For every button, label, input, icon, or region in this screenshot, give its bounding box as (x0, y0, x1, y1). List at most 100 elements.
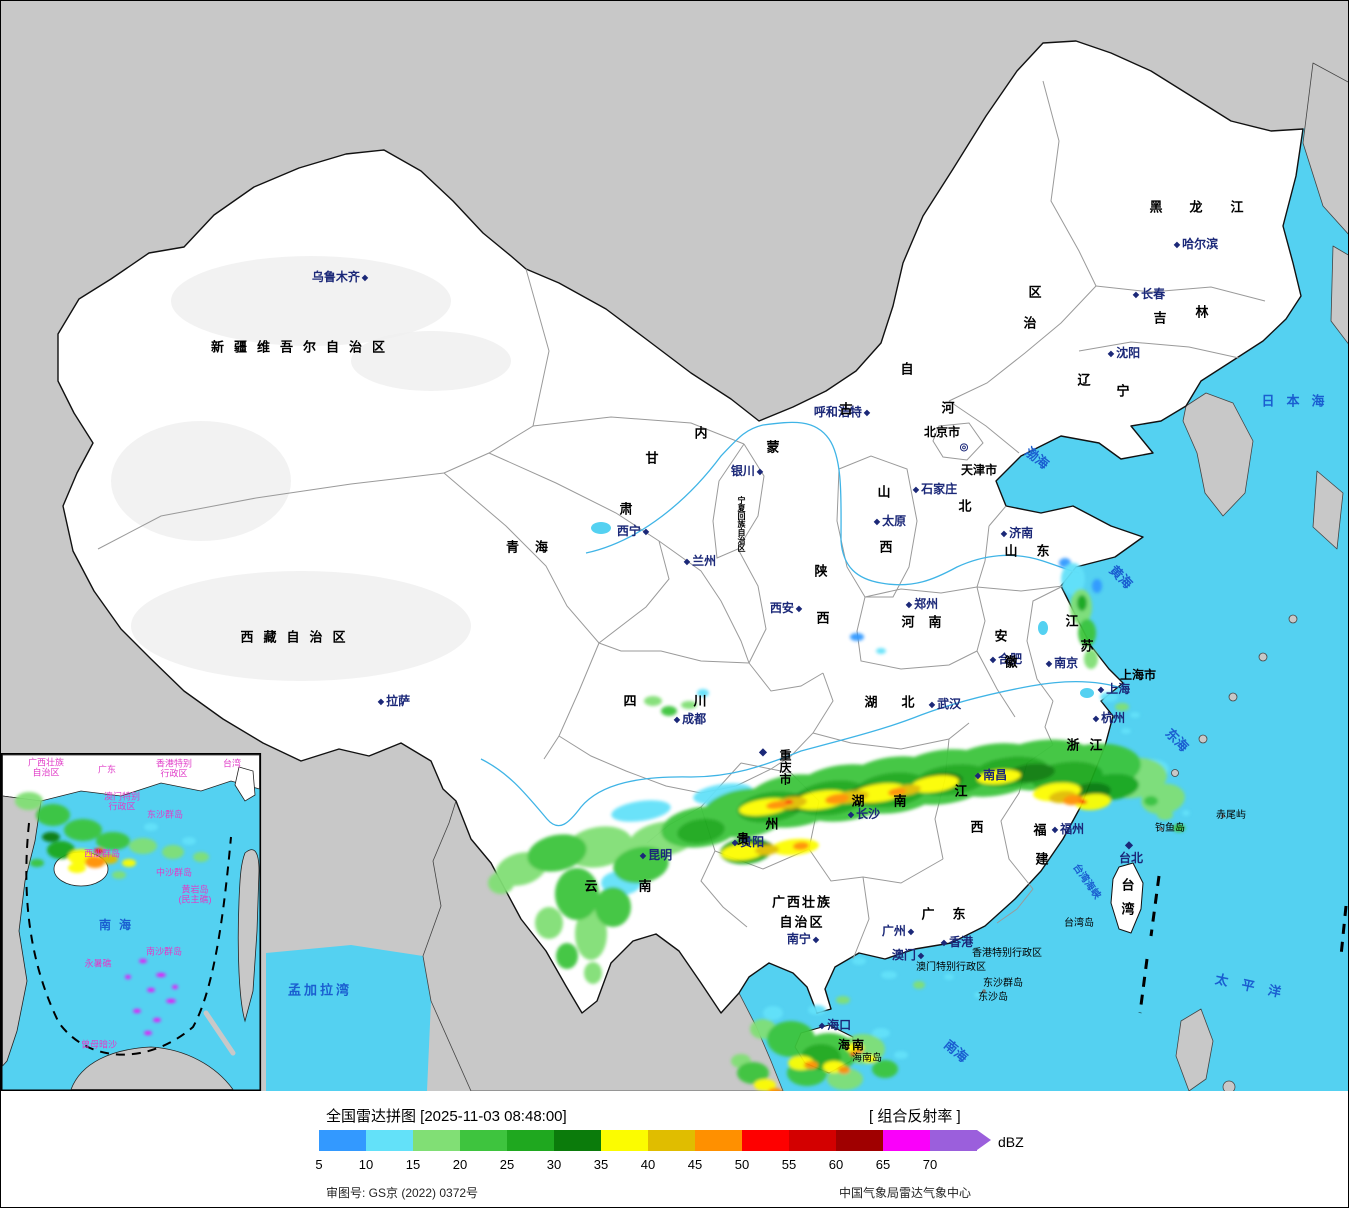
legend-color-segment (507, 1130, 554, 1151)
radar-echo (881, 971, 897, 979)
terrain-shading (111, 256, 511, 681)
legend-color-segment (319, 1130, 366, 1151)
legend-color-segment (695, 1130, 742, 1151)
map-approval-number: 审图号: GS京 (2022) 0372号 (326, 1186, 479, 1200)
radar-echo (1121, 728, 1131, 734)
agency-name: 中国气象局雷达气象中心 (839, 1186, 972, 1200)
radar-echo (850, 633, 864, 641)
japan-island-mid (1330, 245, 1348, 345)
radar-echo (1130, 712, 1140, 718)
radar-echo (36, 804, 70, 826)
radar-echo (575, 908, 607, 960)
radar-echo (838, 1066, 850, 1074)
nine-dash-line (25, 822, 232, 1056)
radar-echo (1075, 793, 1111, 811)
radar-echo (755, 844, 779, 856)
legend-value: 45 (687, 1157, 703, 1172)
radar-echo (172, 985, 178, 989)
radar-echo (1079, 800, 1087, 804)
radar-echo (836, 996, 850, 1004)
radar-echo (804, 1061, 818, 1069)
legend-color-segment (554, 1130, 601, 1151)
legend-color-segment (413, 1130, 460, 1151)
radar-echo (193, 852, 209, 862)
radar-echo (129, 838, 157, 854)
radar-echo (488, 872, 514, 894)
radar-echo (766, 800, 788, 810)
radar-echo (64, 819, 102, 841)
radar-echo (850, 1052, 856, 1056)
radar-echo (1173, 824, 1185, 832)
legend-value: 20 (452, 1157, 468, 1172)
radar-echo (977, 769, 1021, 785)
radar-echo (888, 787, 906, 797)
radar-echo (595, 887, 631, 927)
radar-echo (182, 837, 196, 845)
legend-value: 55 (781, 1157, 797, 1172)
radar-echo (96, 832, 130, 850)
legend-color-segment (648, 1130, 695, 1151)
radar-echo (30, 859, 44, 867)
philippines-islet (1222, 1080, 1236, 1091)
radar-echo (872, 1028, 890, 1038)
map-title: 全国雷达拼图 [2025-11-03 08:48:00] (326, 1108, 567, 1125)
legend-color-segment (601, 1130, 648, 1151)
legend-arrow (977, 1130, 991, 1150)
legend-color-segment (460, 1130, 507, 1151)
radar-echo (852, 957, 866, 965)
radar-echo (697, 689, 709, 697)
radar-echo (166, 999, 176, 1003)
maritime-dash-lines (1138, 875, 1348, 1014)
radar-echo (681, 701, 697, 709)
radar-echo (1084, 649, 1098, 669)
legend-color-segment (366, 1130, 413, 1151)
radar-echo (825, 793, 849, 805)
japan-island-north (1302, 62, 1348, 235)
radar-echo (162, 845, 184, 859)
radar-echo-layer (15, 558, 1190, 1091)
radar-echo (153, 1018, 161, 1022)
radar-echo (1078, 619, 1096, 647)
radar-echo (144, 823, 158, 831)
radar-echo (125, 975, 131, 979)
legend-value: 30 (546, 1157, 562, 1172)
radar-echo (785, 800, 793, 804)
sea-area (739, 97, 1348, 1091)
legend-color-segment (883, 1130, 930, 1151)
lakes (591, 522, 1094, 698)
radar-echo (156, 973, 166, 977)
radar-echo (1115, 703, 1129, 711)
radar-echo (894, 1051, 908, 1059)
legend-color-segment (836, 1130, 883, 1151)
radar-echo (876, 648, 886, 654)
legend-unit: dBZ (998, 1134, 1024, 1150)
radar-echo (911, 775, 959, 793)
radar-echo (555, 868, 599, 920)
radar-echo (677, 818, 725, 844)
radar-echo (527, 834, 587, 872)
japan-island-kyushu (1312, 470, 1344, 550)
philippines-luzon (1175, 1008, 1214, 1091)
radar-map (1, 1, 1348, 1091)
radar-echo (1141, 783, 1185, 815)
radar-echo (133, 1009, 141, 1013)
radar-echo (122, 859, 136, 867)
radar-echo (1061, 563, 1085, 595)
legend-value: 35 (593, 1157, 609, 1172)
radar-echo (855, 1048, 863, 1054)
legend-value: 60 (828, 1157, 844, 1172)
radar-echo (42, 832, 60, 842)
legend-value: 5 (315, 1157, 323, 1172)
radar-echo (754, 1079, 776, 1091)
radar-echo (85, 856, 105, 868)
radar-echo (147, 988, 155, 992)
legend-color-segment (789, 1130, 836, 1151)
radar-echo (1077, 595, 1087, 611)
radar-echo (1182, 810, 1190, 816)
radar-echo (721, 843, 765, 861)
radar-echo (737, 1062, 769, 1084)
radar-echo (1100, 692, 1118, 702)
ryukyu-islands (1171, 614, 1298, 777)
legend-value: 40 (640, 1157, 656, 1172)
radar-echo (763, 1006, 783, 1020)
